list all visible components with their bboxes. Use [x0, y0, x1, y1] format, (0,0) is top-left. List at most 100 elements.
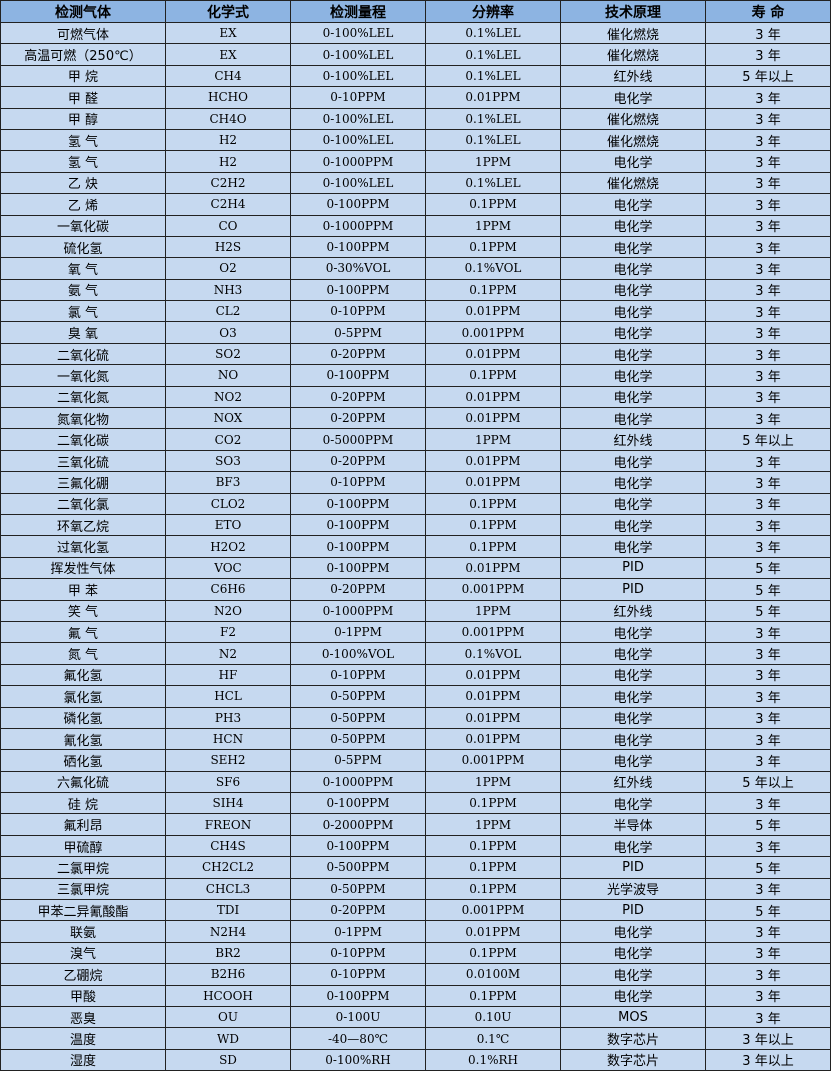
cell-gas: 笑 气 — [0, 599, 166, 622]
cell-lifetime: 3 年 — [705, 86, 831, 109]
cell-lifetime: 3 年 — [705, 513, 831, 537]
cell-lifetime: 3 年 — [705, 107, 831, 130]
table-row: 挥发性气体 VOC 0-100PPM 0.01PPM PID 5 年 — [0, 556, 831, 580]
cell-principle: 电化学 — [560, 663, 706, 687]
cell-formula: SD — [165, 1048, 291, 1072]
cell-gas: 甲酸 — [0, 984, 166, 1007]
cell-resolution: 0.01PPM — [425, 342, 561, 366]
cell-resolution: 1PPM — [425, 428, 561, 451]
cell-gas: 二氧化氮 — [0, 385, 166, 409]
cell-principle: 红外线 — [560, 64, 706, 88]
cell-principle: 半导体 — [560, 813, 706, 836]
cell-range: 0-100PPM — [290, 984, 426, 1007]
cell-formula: HCHO — [165, 86, 291, 109]
cell-range: 0-100PPM — [290, 792, 426, 815]
cell-formula: SIH4 — [165, 792, 291, 815]
cell-formula: N2 — [165, 642, 291, 665]
cell-gas: 硫化氢 — [0, 235, 166, 259]
cell-resolution: 0.1PPM — [425, 492, 561, 515]
cell-principle: 电化学 — [560, 385, 706, 409]
cell-resolution: 0.01PPM — [425, 407, 561, 430]
cell-range: 0-10PPM — [290, 471, 426, 494]
cell-formula: BF3 — [165, 471, 291, 494]
cell-range: 0-20PPM — [290, 449, 426, 473]
cell-formula: C6H6 — [165, 578, 291, 601]
cell-principle: 电化学 — [560, 150, 706, 173]
cell-gas: 三氯甲烷 — [0, 877, 166, 901]
cell-gas: 乙 炔 — [0, 171, 166, 195]
cell-principle: PID — [560, 856, 706, 879]
table-row: 氮氧化物 NOX 0-20PPM 0.01PPM 电化学 3 年 — [0, 407, 831, 430]
cell-range: 0-500PPM — [290, 856, 426, 879]
cell-principle: 电化学 — [560, 792, 706, 815]
cell-gas: 甲 烷 — [0, 64, 166, 88]
cell-range: -40—80℃ — [290, 1027, 426, 1050]
table-row: 乙硼烷 B2H6 0-10PPM 0.0100M 电化学 3 年 — [0, 963, 831, 986]
cell-range: 0-100PPM — [290, 235, 426, 259]
cell-formula: EX — [165, 21, 291, 45]
cell-resolution: 0.1PPM — [425, 792, 561, 815]
cell-resolution: 0.1PPM — [425, 941, 561, 965]
cell-gas: 乙 烯 — [0, 193, 166, 216]
cell-gas: 氢 气 — [0, 150, 166, 173]
cell-range: 0-1000PPM — [290, 599, 426, 622]
cell-lifetime: 3 年 — [705, 877, 831, 901]
cell-lifetime: 3 年以上 — [705, 1027, 831, 1050]
cell-range: 0-1000PPM — [290, 214, 426, 237]
cell-principle: 催化燃烧 — [560, 21, 706, 45]
cell-range: 0-100PPM — [290, 193, 426, 216]
cell-range: 0-100%LEL — [290, 21, 426, 45]
cell-resolution: 0.01PPM — [425, 449, 561, 473]
table-row: 氨 气 NH3 0-100PPM 0.1PPM 电化学 3 年 — [0, 278, 831, 302]
cell-lifetime: 3 年 — [705, 663, 831, 687]
cell-resolution: 0.1PPM — [425, 193, 561, 216]
cell-resolution: 0.1%VOL — [425, 257, 561, 280]
table-row: 乙 炔 C2H2 0-100%LEL 0.1%LEL 催化燃烧 3 年 — [0, 171, 831, 195]
cell-resolution: 0.001PPM — [425, 749, 561, 772]
cell-formula: HF — [165, 663, 291, 687]
cell-gas: 一氧化氮 — [0, 364, 166, 387]
cell-range: 0-100%VOL — [290, 642, 426, 665]
cell-lifetime: 3 年 — [705, 150, 831, 173]
table-row: 甲苯二异氰酸酯 TDI 0-20PPM 0.001PPM PID 5 年 — [0, 899, 831, 922]
table-row: 高温可燃（250℃） EX 0-100%LEL 0.1%LEL 催化燃烧 3 年 — [0, 43, 831, 66]
cell-lifetime: 3 年 — [705, 834, 831, 858]
cell-gas: 二氧化氯 — [0, 492, 166, 515]
cell-gas: 二氯甲烷 — [0, 856, 166, 879]
cell-formula: CH2CL2 — [165, 856, 291, 879]
cell-resolution: 0.1PPM — [425, 235, 561, 259]
cell-gas: 臭 氧 — [0, 321, 166, 344]
cell-principle: 电化学 — [560, 642, 706, 665]
table-row: 温度 WD -40—80℃ 0.1℃ 数字芯片 3 年以上 — [0, 1027, 831, 1050]
cell-gas: 氢 气 — [0, 128, 166, 152]
cell-resolution: 0.1PPM — [425, 278, 561, 302]
cell-formula: CL2 — [165, 300, 291, 323]
cell-lifetime: 3 年以上 — [705, 1048, 831, 1072]
cell-principle: 电化学 — [560, 920, 706, 943]
cell-gas: 氮 气 — [0, 642, 166, 665]
table-row: 氢 气 H2 0-100%LEL 0.1%LEL 催化燃烧 3 年 — [0, 128, 831, 152]
cell-range: 0-20PPM — [290, 342, 426, 366]
cell-formula: CO2 — [165, 428, 291, 451]
cell-gas: 环氧乙烷 — [0, 513, 166, 537]
table-row: 硫化氢 H2S 0-100PPM 0.1PPM 电化学 3 年 — [0, 235, 831, 259]
cell-range: 0-100U — [290, 1005, 426, 1029]
cell-formula: H2O2 — [165, 535, 291, 558]
cell-gas: 氰化氢 — [0, 727, 166, 751]
table-row: 湿度 SD 0-100%RH 0.1%RH 数字芯片 3 年以上 — [0, 1048, 831, 1072]
cell-principle: PID — [560, 578, 706, 601]
cell-formula: B2H6 — [165, 963, 291, 986]
cell-lifetime: 3 年 — [705, 193, 831, 216]
cell-formula: N2H4 — [165, 920, 291, 943]
cell-resolution: 0.1PPM — [425, 364, 561, 387]
table-row: 三氯甲烷 CHCL3 0-50PPM 0.1PPM 光学波导 3 年 — [0, 877, 831, 901]
cell-principle: 电化学 — [560, 941, 706, 965]
cell-lifetime: 3 年 — [705, 278, 831, 302]
cell-lifetime: 3 年 — [705, 471, 831, 494]
cell-principle: 电化学 — [560, 513, 706, 537]
cell-formula: SF6 — [165, 770, 291, 794]
cell-range: 0-10PPM — [290, 963, 426, 986]
cell-principle: 电化学 — [560, 706, 706, 729]
cell-lifetime: 3 年 — [705, 364, 831, 387]
cell-resolution: 0.1%LEL — [425, 171, 561, 195]
